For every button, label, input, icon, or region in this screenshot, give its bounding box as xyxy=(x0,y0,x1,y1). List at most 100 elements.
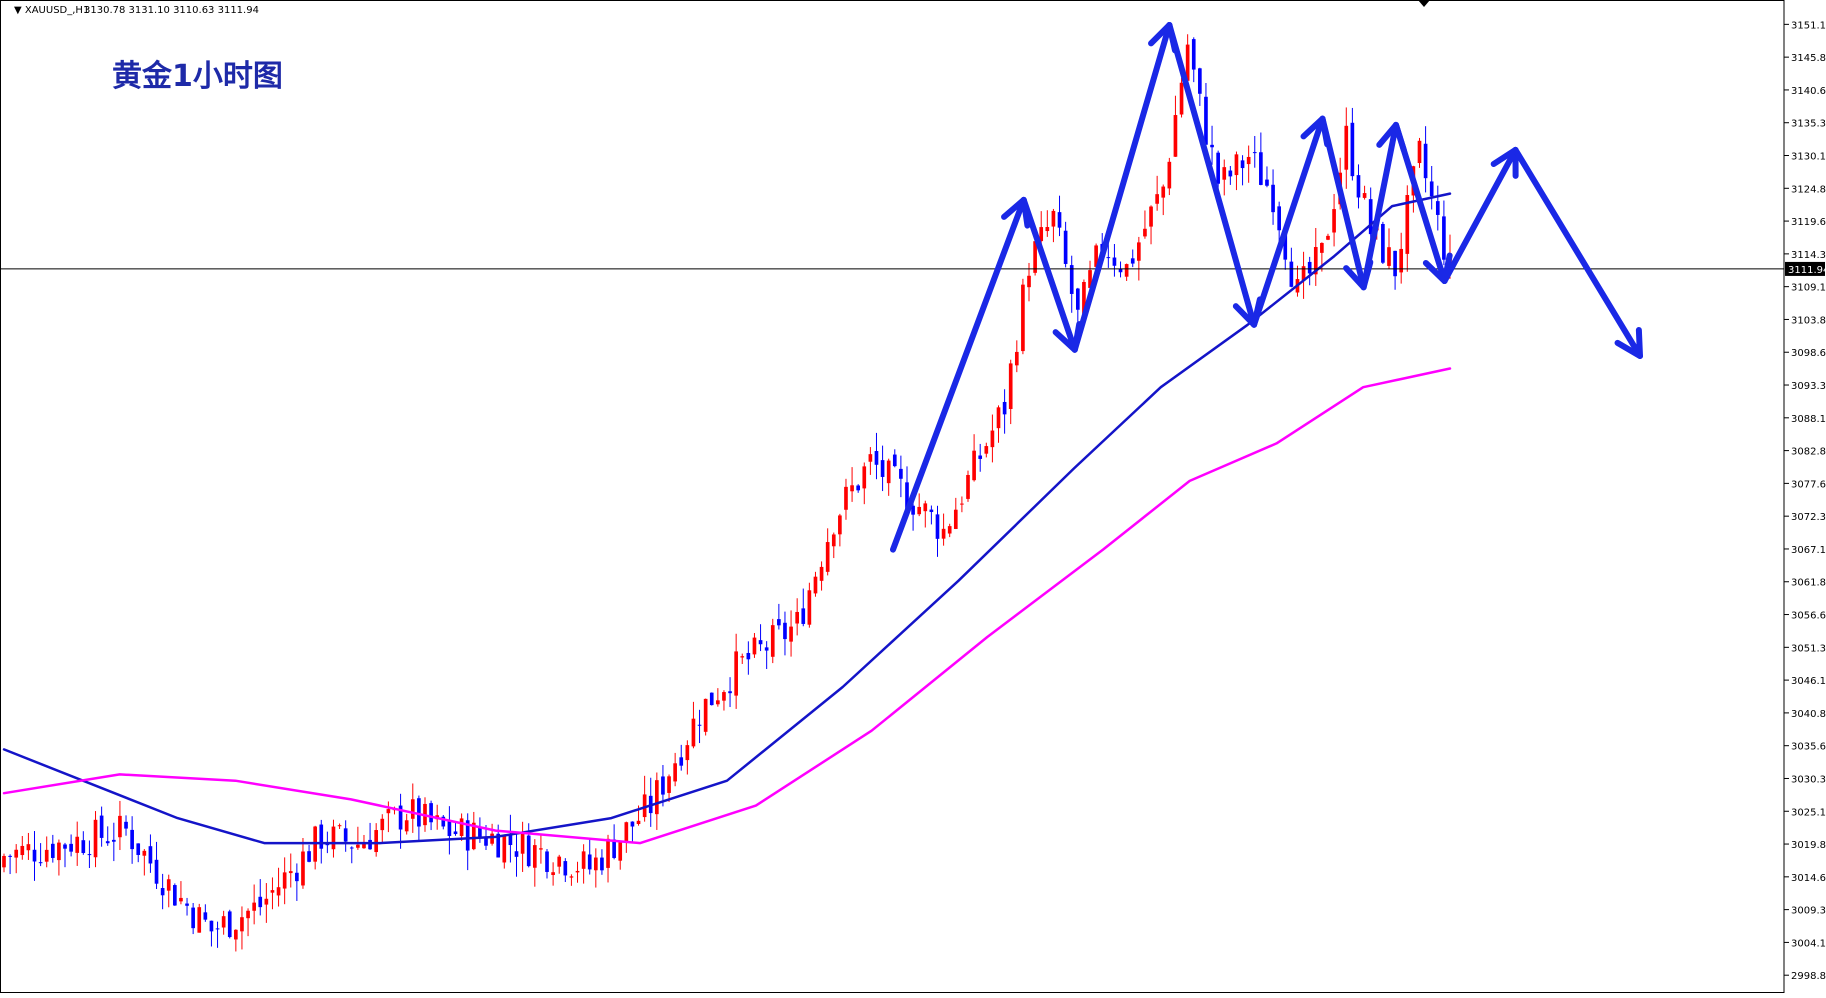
candle-body xyxy=(1430,181,1434,196)
candle-body xyxy=(1021,285,1025,351)
candle-body xyxy=(197,907,201,933)
candle-body xyxy=(1149,207,1153,227)
candle-body xyxy=(14,850,18,858)
chart-header: ▼ XAUUSD_,H1 3130.78 3131.10 3110.63 311… xyxy=(14,5,259,16)
candle-body xyxy=(411,799,415,819)
candle-body xyxy=(8,856,12,857)
candle-body xyxy=(1119,269,1123,272)
candle-body xyxy=(69,844,73,852)
candle-body xyxy=(966,475,970,499)
candle-body xyxy=(832,534,836,546)
y-tick-label: 3077.60 xyxy=(1791,479,1826,490)
candle-body xyxy=(899,469,903,479)
candle-body xyxy=(271,890,275,893)
candle-body xyxy=(258,897,262,907)
candle-body xyxy=(551,872,555,875)
candle-body xyxy=(1137,242,1141,260)
candle-body xyxy=(1357,175,1361,197)
candle-body xyxy=(45,850,49,862)
candle-body xyxy=(387,809,391,813)
candle-body xyxy=(1131,258,1135,263)
candle-body xyxy=(33,850,37,862)
candle-body xyxy=(161,888,165,895)
candle-body xyxy=(777,619,781,625)
y-tick-label: 3004.10 xyxy=(1791,938,1826,949)
candle-body xyxy=(557,857,561,867)
candle-body xyxy=(1009,363,1013,409)
candle-body xyxy=(1259,152,1263,185)
candle-body xyxy=(1387,247,1391,266)
candle-body xyxy=(265,899,269,905)
candle-body xyxy=(1320,243,1324,253)
candle-body xyxy=(1235,154,1239,175)
candle-body xyxy=(1113,258,1117,266)
candle-body xyxy=(240,917,244,931)
candle-body xyxy=(350,848,354,849)
candle-body xyxy=(1222,167,1226,180)
y-tick-label: 3009.35 xyxy=(1791,906,1826,917)
y-tick-label: 3061.85 xyxy=(1791,578,1826,589)
candle-body xyxy=(930,510,934,512)
annotation-arrow-shaft xyxy=(1445,150,1516,281)
candle-body xyxy=(545,851,549,872)
candle-body xyxy=(917,507,921,514)
candle-body xyxy=(63,844,67,848)
candle-body xyxy=(1168,162,1172,189)
y-tick-label: 3082.85 xyxy=(1791,447,1826,458)
candle-body xyxy=(2,856,6,867)
candle-body xyxy=(624,822,628,843)
candle-body xyxy=(124,822,128,829)
candle-body xyxy=(1076,289,1080,310)
candle-body xyxy=(1332,209,1336,232)
annotation-arrow-shaft xyxy=(1516,150,1641,356)
candle-body xyxy=(1271,185,1275,212)
candle-body xyxy=(1344,126,1348,170)
candle-body xyxy=(728,691,732,693)
y-tick-label: 3051.35 xyxy=(1791,643,1826,654)
candle-body xyxy=(380,819,384,830)
candle-body xyxy=(783,623,787,639)
y-tick-label: 2998.85 xyxy=(1791,971,1826,982)
candle-body xyxy=(277,887,281,895)
candle-body xyxy=(1326,236,1330,240)
candle-body xyxy=(1045,227,1049,231)
candle-body xyxy=(527,836,531,867)
candle-body xyxy=(1058,212,1062,228)
candle-body xyxy=(759,640,763,644)
current-price-label: 3111.94 xyxy=(1788,265,1826,276)
y-tick-label: 3135.35 xyxy=(1791,119,1826,130)
candle-body xyxy=(612,839,616,858)
y-tick-label: 3093.35 xyxy=(1791,381,1826,392)
y-tick-label: 3119.60 xyxy=(1791,217,1826,228)
candle-body xyxy=(1351,123,1355,176)
candle-body xyxy=(563,861,567,875)
y-tick-label: 3140.60 xyxy=(1791,86,1826,97)
candle-body xyxy=(179,898,183,901)
candle-body xyxy=(801,608,805,624)
candle-body xyxy=(1125,264,1129,277)
y-tick-label: 3019.85 xyxy=(1791,840,1826,851)
candle-body xyxy=(417,798,421,826)
candle-body xyxy=(704,699,708,732)
candle-body xyxy=(1418,141,1422,163)
candle-body xyxy=(252,903,256,911)
candle-body xyxy=(1241,160,1245,168)
candle-body xyxy=(850,485,854,491)
candle-body xyxy=(429,803,433,822)
candle-body xyxy=(533,845,537,868)
candle-body xyxy=(319,825,323,849)
candle-body xyxy=(94,820,98,857)
candle-body xyxy=(1064,231,1068,264)
candle-body xyxy=(246,911,250,918)
y-tick-label: 3109.10 xyxy=(1791,283,1826,294)
candle-body xyxy=(673,763,677,781)
candle-body xyxy=(679,757,683,765)
candle-body xyxy=(747,653,751,659)
candle-body xyxy=(734,651,738,695)
candle-body xyxy=(923,503,927,511)
candle-body xyxy=(283,872,287,888)
candle-body xyxy=(588,854,592,869)
candle-body xyxy=(1216,153,1220,184)
candle-body xyxy=(948,526,952,533)
